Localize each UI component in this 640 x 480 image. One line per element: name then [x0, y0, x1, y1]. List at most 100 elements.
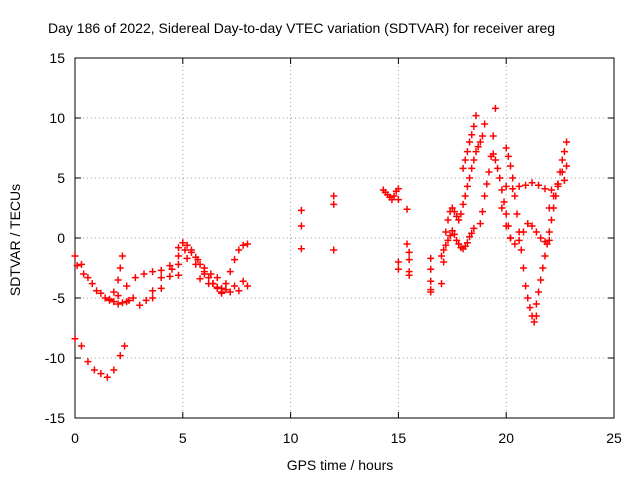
data-point	[123, 282, 131, 290]
data-point	[478, 208, 486, 216]
data-point	[231, 282, 239, 290]
data-point	[116, 264, 124, 272]
data-point	[547, 186, 555, 194]
data-point	[554, 180, 562, 188]
data-point	[213, 283, 221, 291]
data-point	[149, 268, 157, 276]
data-point	[405, 271, 413, 279]
data-point	[222, 280, 230, 288]
data-point	[179, 239, 187, 247]
data-point	[502, 144, 510, 152]
data-point	[166, 262, 174, 270]
data-point	[519, 264, 527, 272]
data-point	[157, 284, 165, 292]
data-point	[181, 246, 189, 254]
data-point	[483, 180, 491, 188]
data-point	[468, 229, 476, 237]
data-point	[427, 265, 435, 273]
data-point	[560, 176, 568, 184]
data-point	[545, 228, 553, 236]
data-point	[528, 222, 536, 230]
data-point	[543, 240, 551, 248]
data-point	[498, 186, 506, 194]
data-point	[481, 192, 489, 200]
x-tick-label: 10	[283, 430, 299, 446]
y-tick-label: -10	[45, 350, 65, 366]
data-point	[77, 342, 85, 350]
data-point	[541, 252, 549, 260]
data-point	[196, 260, 204, 268]
data-point	[476, 220, 484, 228]
data-point	[558, 156, 566, 164]
data-point	[496, 174, 504, 182]
data-point	[231, 256, 239, 264]
data-point	[97, 370, 105, 378]
data-point	[455, 240, 463, 248]
data-point	[502, 182, 510, 190]
data-point	[114, 292, 122, 300]
data-point	[440, 258, 448, 266]
x-tick-label: 25	[606, 430, 622, 446]
data-point	[558, 168, 566, 176]
data-point	[476, 138, 484, 146]
data-point	[545, 236, 553, 244]
data-point	[563, 162, 571, 170]
data-point	[405, 256, 413, 264]
data-point	[466, 138, 474, 146]
data-point	[192, 253, 200, 261]
data-point	[330, 200, 338, 208]
data-point	[196, 275, 204, 283]
data-point	[524, 220, 532, 228]
data-point	[239, 277, 247, 285]
data-point	[390, 192, 398, 200]
data-point	[463, 239, 471, 247]
data-point	[513, 210, 521, 218]
data-point	[101, 294, 109, 302]
data-point	[114, 300, 122, 308]
data-point	[470, 224, 478, 232]
data-point	[461, 242, 469, 250]
data-point	[142, 296, 150, 304]
data-point	[537, 276, 545, 284]
data-point	[205, 274, 213, 282]
data-point	[297, 245, 305, 253]
data-point	[243, 282, 251, 290]
data-point	[444, 216, 452, 224]
y-tick-label: 15	[49, 50, 65, 66]
data-point	[131, 274, 139, 282]
data-point	[207, 270, 215, 278]
data-point	[453, 236, 461, 244]
data-point	[448, 227, 456, 235]
data-point	[453, 212, 461, 220]
data-point	[485, 168, 493, 176]
data-point	[129, 294, 137, 302]
data-point	[136, 301, 144, 309]
data-point	[444, 236, 452, 244]
data-point	[239, 241, 247, 249]
data-point	[121, 342, 129, 350]
data-point	[517, 246, 525, 254]
data-point	[472, 112, 480, 120]
data-point	[183, 241, 191, 249]
data-point	[504, 152, 512, 160]
y-axis-label: SDTVAR / TECUs	[7, 184, 23, 296]
y-tick-label: 10	[49, 110, 65, 126]
data-point	[235, 287, 243, 295]
data-point	[110, 366, 118, 374]
data-point	[440, 246, 448, 254]
data-point	[481, 120, 489, 128]
data-point	[468, 131, 476, 139]
data-point	[405, 248, 413, 256]
data-point	[140, 270, 148, 278]
data-point	[515, 182, 523, 190]
data-point	[463, 148, 471, 156]
data-point	[71, 252, 79, 260]
data-point	[468, 164, 476, 172]
data-point	[90, 366, 98, 374]
data-point	[537, 234, 545, 242]
data-point	[77, 260, 85, 268]
data-point	[498, 204, 506, 212]
data-point	[394, 258, 402, 266]
x-tick-label: 5	[179, 430, 187, 446]
